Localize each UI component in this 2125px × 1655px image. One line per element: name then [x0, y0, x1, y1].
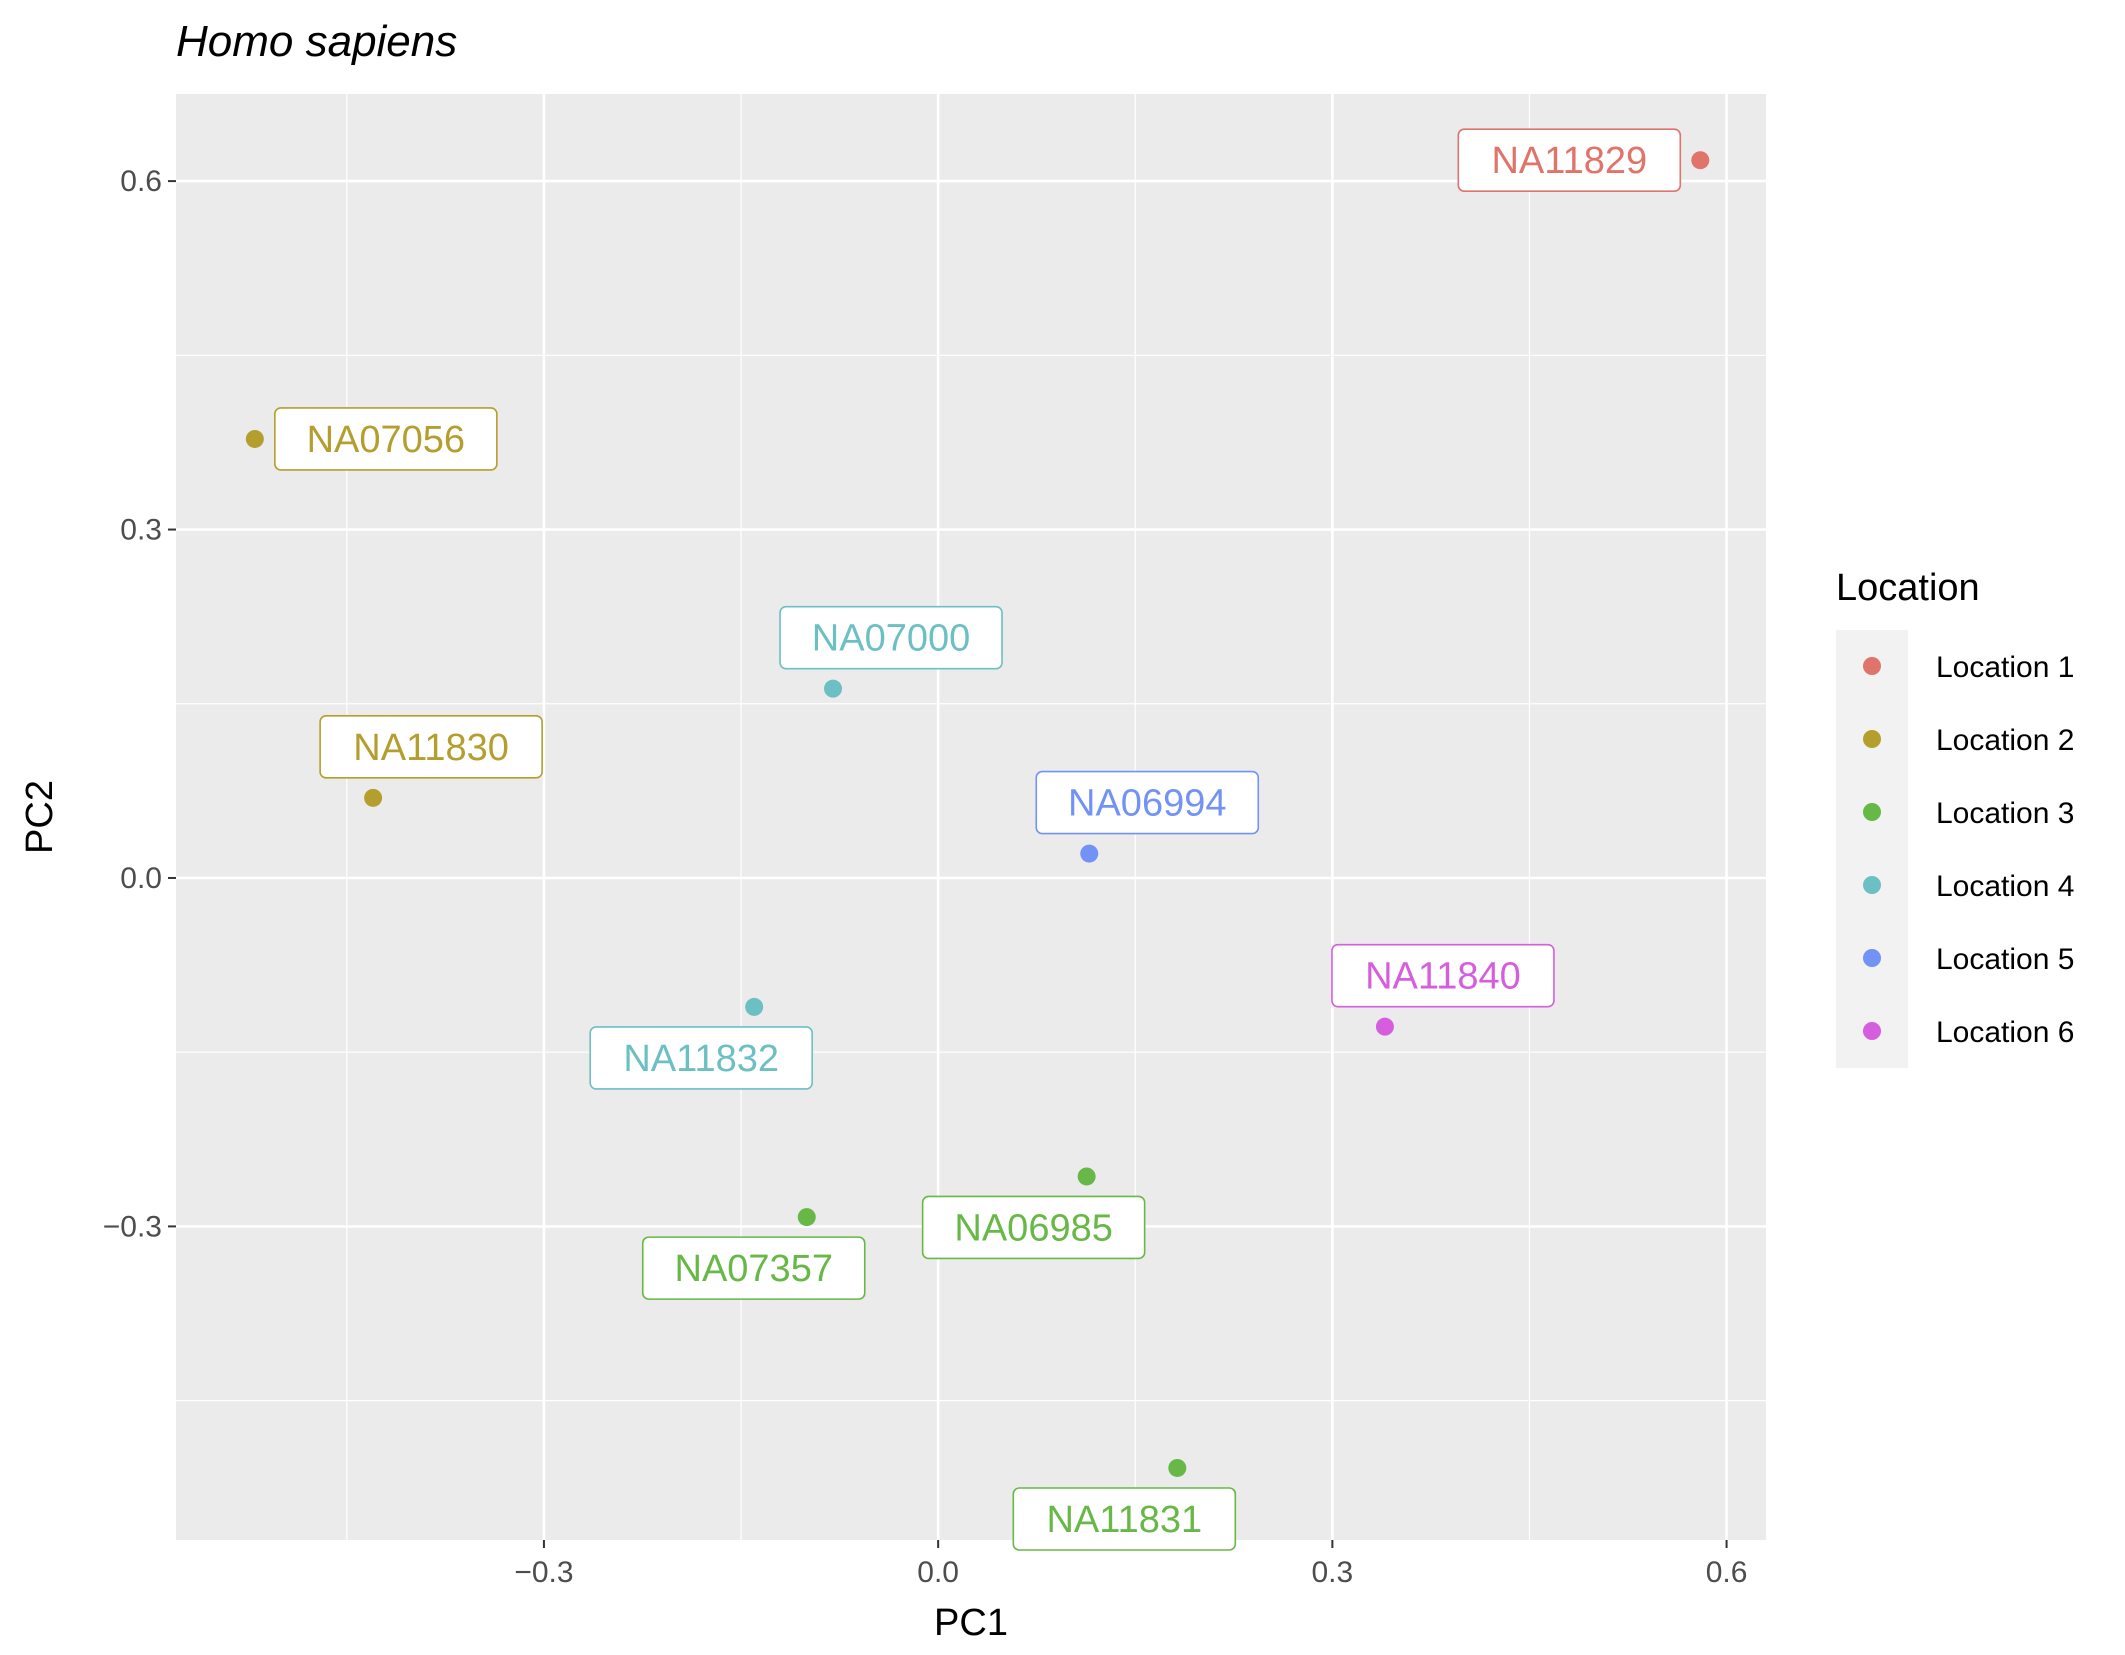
label-box-border [589, 1026, 813, 1090]
label-box-border [779, 605, 1003, 670]
point-label-text: NA11830 [353, 727, 509, 769]
label-box-border [641, 1236, 866, 1300]
point-label-text: NA07000 [812, 618, 970, 660]
plot-panel [176, 94, 1766, 1540]
point-label-box: NA07056 [274, 407, 498, 471]
point-labels: NA11829 NA07056 NA11830 NA07000 NA11832 NA069… [274, 128, 1682, 1551]
label-box-border [274, 407, 498, 471]
point-label-text: NA07357 [675, 1248, 833, 1290]
legend-item-label: Location 3 [1936, 797, 2074, 830]
data-point [1077, 1167, 1096, 1186]
point-label-text: NA07056 [307, 419, 465, 461]
data-point [797, 1208, 816, 1227]
data-points [245, 151, 1710, 1477]
point-label-box: NA06985 [921, 1195, 1146, 1260]
point-label-text: NA11832 [623, 1038, 779, 1080]
legend-key-dot [1863, 949, 1881, 967]
label-box-border [1331, 943, 1555, 1008]
point-label-text: NA11829 [1491, 140, 1647, 182]
label-box-border [319, 715, 543, 779]
point-label-box: NA11830 [319, 715, 543, 779]
point-label-box: NA11840 [1331, 943, 1555, 1008]
legend-item-label: Location 4 [1936, 870, 2074, 903]
legend-key-background [1836, 630, 1908, 1068]
point-label-text: NA06994 [1068, 783, 1226, 825]
x-tick-label: −0.3 [514, 1556, 573, 1589]
legend-item-label: Location 6 [1936, 1016, 2074, 1049]
legend-key-dot [1863, 657, 1881, 675]
point-label-text: NA11840 [1365, 956, 1521, 998]
y-tick-label: −0.3 [103, 1210, 162, 1243]
point-label-box: NA07357 [641, 1236, 866, 1300]
legend-key-dot [1863, 876, 1881, 894]
legend-item-label: Location 1 [1936, 651, 2074, 684]
legend-item-label: Location 5 [1936, 943, 2074, 976]
y-axis-title: PC2 [19, 780, 61, 854]
point-label-box: NA07000 [779, 605, 1003, 670]
x-axis-title: PC1 [934, 1602, 1008, 1644]
data-point [1375, 1017, 1394, 1036]
label-box-border [1457, 128, 1682, 193]
y-tick-label: 0.0 [120, 862, 162, 895]
point-label-box: NA11829 [1457, 128, 1682, 193]
data-point [364, 788, 383, 807]
x-tick-label: 0.3 [1312, 1556, 1354, 1589]
legend-item-label: Location 2 [1936, 724, 2074, 757]
axes: −0.3 0.0 0.3 0.6 −0.3 0.0 0.3 0.6 [103, 165, 1748, 1589]
point-label-text: NA11831 [1046, 1499, 1202, 1541]
label-box-border [1012, 1487, 1237, 1551]
data-point [1168, 1458, 1187, 1477]
point-label-box: NA11832 [589, 1026, 813, 1090]
data-point [245, 429, 264, 448]
legend-key-dot [1863, 730, 1881, 748]
x-tick-label: 0.6 [1706, 1556, 1748, 1589]
plot-title: Homo sapiens [176, 17, 457, 66]
legend-title: Location [1836, 567, 1980, 609]
label-box-border [921, 1195, 1146, 1260]
legend-items: Location 1 Location 2 Location 3 Location 4… [1863, 651, 2074, 1049]
data-point [745, 997, 764, 1016]
point-label-box: NA11831 [1012, 1487, 1237, 1551]
x-tick-label: 0.0 [917, 1556, 959, 1589]
point-label-text: NA06985 [954, 1207, 1112, 1249]
data-point [1691, 151, 1710, 170]
legend-key-dot [1863, 1022, 1881, 1040]
legend-key-dot [1863, 803, 1881, 821]
point-label-box: NA06994 [1035, 770, 1260, 835]
y-tick-label: 0.6 [120, 165, 162, 198]
label-box-border [1035, 770, 1260, 835]
data-point [824, 679, 843, 698]
data-point [1080, 844, 1099, 863]
y-tick-label: 0.3 [120, 514, 162, 547]
